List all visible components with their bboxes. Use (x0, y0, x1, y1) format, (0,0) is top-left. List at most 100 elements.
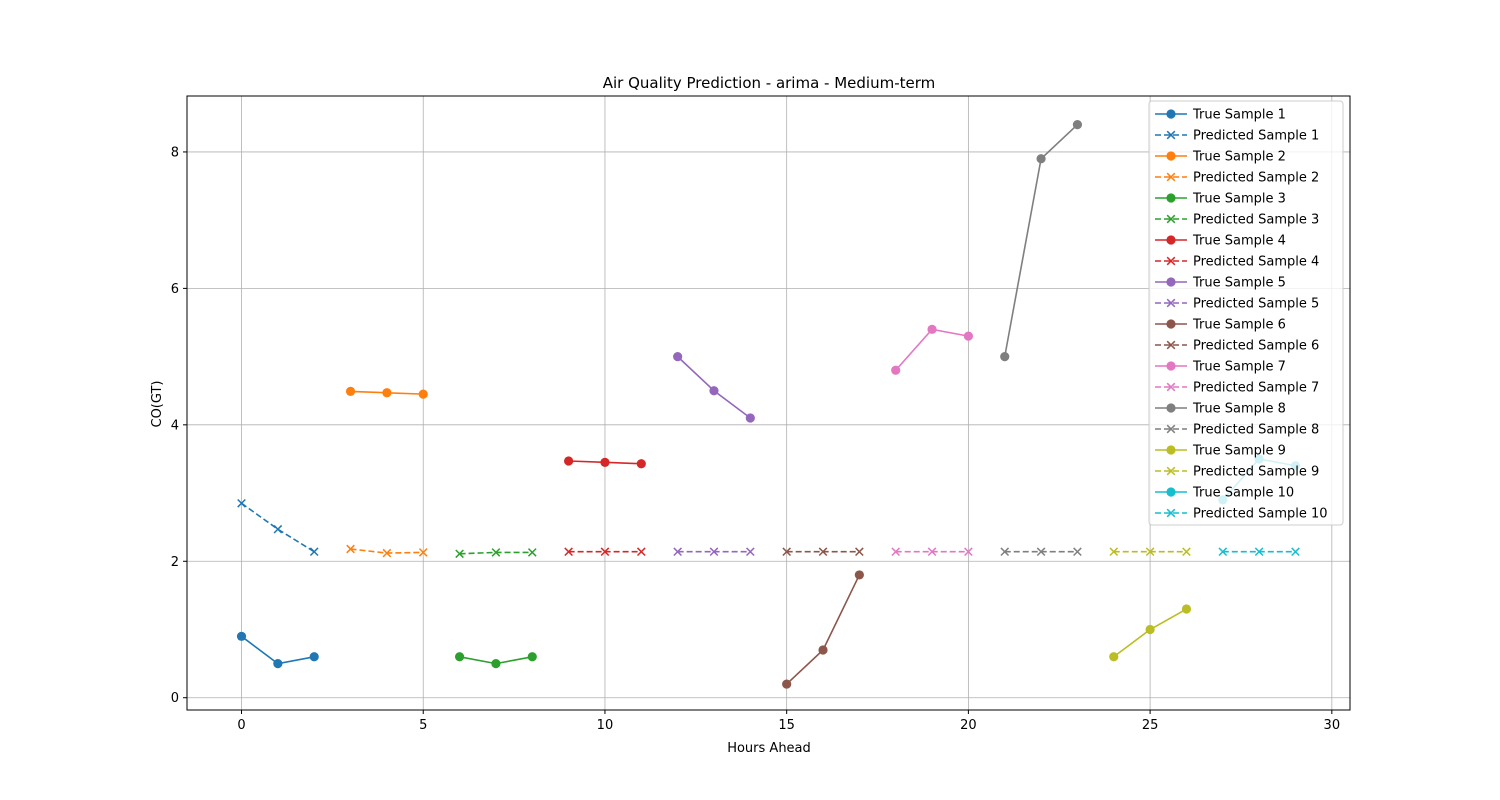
data-point-x (382, 548, 392, 558)
data-point-x (1000, 547, 1010, 557)
data-point-x (1291, 547, 1300, 557)
data-point-x-stroke (964, 547, 973, 557)
legend-swatch-marker (1166, 298, 1176, 308)
legend-item: True Sample 10 (1155, 486, 1294, 501)
data-point-x (1145, 547, 1155, 557)
legend-swatch-marker (1166, 109, 1176, 119)
data-point (673, 352, 683, 362)
x-tick-label: 25 (1142, 718, 1159, 733)
data-point-x-stroke (346, 544, 355, 554)
legend-label: True Sample 3 (1192, 192, 1286, 207)
series-true-8 (673, 352, 755, 423)
series-pred-15 (1000, 547, 1082, 557)
data-point (782, 679, 792, 689)
data-point-x-stroke (1218, 547, 1228, 557)
legend-swatch-marker (1166, 319, 1176, 329)
data-point-x-stroke (1000, 547, 1010, 557)
data-point-x-stroke (891, 547, 901, 557)
data-point (273, 659, 283, 669)
legend-swatch-marker-stroke (1166, 298, 1176, 308)
legend-swatch-marker (1166, 214, 1176, 224)
legend-label: True Sample 10 (1192, 486, 1294, 501)
data-point (818, 645, 828, 655)
data-point (745, 413, 755, 423)
legend-item: True Sample 2 (1155, 150, 1286, 165)
x-tick-label: 20 (960, 718, 977, 733)
legend-item: True Sample 6 (1155, 318, 1286, 333)
data-point (1181, 604, 1192, 614)
data-point-x (782, 547, 792, 557)
data-point (709, 386, 719, 396)
legend-swatch-marker-stroke (1166, 172, 1176, 182)
legend-label: Predicted Sample 2 (1193, 171, 1319, 186)
series-pred-17 (1109, 547, 1191, 557)
data-point (491, 659, 501, 669)
legend-label: Predicted Sample 8 (1193, 423, 1319, 438)
data-point-x (491, 548, 501, 557)
data-point-x-stroke (818, 547, 828, 557)
legend-swatch-marker (1166, 466, 1176, 476)
data-point-x-stroke (927, 547, 937, 557)
data-point-x (418, 548, 428, 557)
data-point (636, 459, 646, 469)
data-point-x-stroke (1254, 547, 1264, 557)
series-true-2 (345, 386, 428, 399)
data-point-x (1218, 547, 1228, 557)
legend-item: Predicted Sample 8 (1155, 423, 1319, 438)
plot-area (236, 120, 1301, 689)
legend-item: True Sample 8 (1155, 402, 1286, 417)
legend-label: Predicted Sample 3 (1193, 213, 1319, 228)
y-tick-label: 4 (171, 418, 179, 433)
data-point-x (636, 547, 646, 557)
axes-frame (186, 95, 1351, 711)
data-point-x-stroke (1109, 547, 1119, 557)
axis-ticks: 0 5 10 15 20 25 30 0 2 4 6 8 (171, 145, 1340, 733)
legend-swatch-marker (1166, 508, 1176, 518)
legend-label: True Sample 6 (1192, 318, 1286, 333)
data-point-x-stroke (1145, 547, 1155, 557)
data-point-x (1109, 547, 1119, 557)
x-tick-label: 5 (419, 718, 427, 733)
legend-swatch-marker (1166, 277, 1176, 287)
data-point-x (745, 547, 755, 557)
data-point-x (673, 547, 682, 557)
data-point (345, 386, 356, 397)
legend-swatch-marker (1166, 382, 1176, 392)
data-point (927, 324, 937, 334)
data-point-x (1182, 547, 1191, 557)
x-axis-label: Hours Ahead (727, 741, 811, 756)
data-point-x-stroke (527, 548, 537, 557)
data-point-x-stroke (636, 547, 646, 557)
legend-item: True Sample 1 (1155, 108, 1286, 123)
data-point-x (273, 524, 283, 534)
legend-swatch-marker-stroke (1166, 382, 1176, 392)
series-true-6 (564, 456, 646, 469)
series-pred-5 (455, 548, 537, 559)
data-point (454, 652, 465, 662)
data-point-x (855, 547, 864, 557)
legend-swatch-marker (1166, 193, 1176, 203)
legend-item: Predicted Sample 1 (1155, 129, 1319, 144)
data-point-x (564, 547, 573, 557)
legend-label: True Sample 1 (1192, 108, 1286, 123)
legend-swatch-marker-stroke (1166, 130, 1176, 140)
series-true-12 (891, 324, 973, 375)
data-point-x-stroke (782, 547, 792, 557)
legend-item: True Sample 5 (1155, 276, 1286, 291)
legend-swatch-marker (1166, 151, 1176, 161)
series-true-4 (454, 652, 537, 669)
legend-item: Predicted Sample 5 (1155, 297, 1319, 312)
data-point-x-stroke (1036, 547, 1046, 557)
legend-swatch-marker (1166, 361, 1176, 371)
legend-item: Predicted Sample 2 (1155, 171, 1319, 186)
data-point-x-stroke (709, 547, 719, 557)
data-point-x-stroke (309, 547, 319, 557)
series-true-16 (1109, 604, 1192, 662)
legend-swatch-marker (1166, 424, 1176, 434)
data-point (309, 652, 319, 662)
legend-swatch-marker-stroke (1166, 214, 1176, 224)
legend-label: Predicted Sample 10 (1193, 507, 1328, 522)
data-point (1036, 154, 1046, 164)
data-point-x-stroke (855, 547, 864, 557)
